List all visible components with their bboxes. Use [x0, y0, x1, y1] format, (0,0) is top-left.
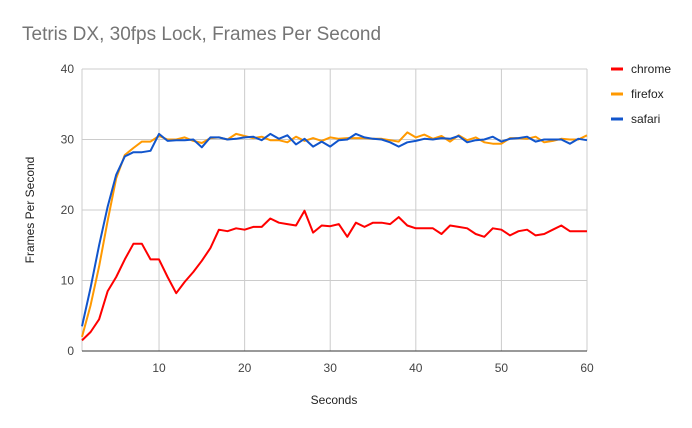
legend: chrome firefox safari: [611, 62, 671, 126]
series-line-safari: [81, 132, 588, 327]
legend-label-firefox: firefox: [631, 87, 664, 101]
legend-label-safari: safari: [631, 112, 660, 126]
series-line-chrome: [81, 209, 587, 342]
y-tick-label: 0: [67, 344, 74, 358]
x-tick-label: 20: [238, 361, 252, 375]
x-axis-ticks: 10 20 30 40 50 60: [152, 361, 594, 375]
y-axis-label: Frames Per Second: [23, 157, 37, 264]
chart-title: Tetris DX, 30fps Lock, Frames Per Second: [22, 24, 381, 45]
y-tick-label: 30: [61, 133, 75, 147]
y-tick-label: 10: [61, 274, 75, 288]
x-tick-label: 10: [152, 361, 166, 375]
x-tick-label: 50: [495, 361, 509, 375]
y-tick-label: 20: [61, 203, 75, 217]
y-tick-label: 40: [61, 62, 75, 76]
x-tick-label: 30: [324, 361, 338, 375]
gridlines: [81, 68, 588, 351]
series-lines: [81, 131, 588, 342]
x-axis-label: Seconds: [311, 393, 358, 407]
x-tick-label: 60: [580, 361, 594, 375]
legend-label-chrome: chrome: [631, 62, 671, 76]
x-tick-label: 40: [409, 361, 423, 375]
y-axis-ticks: 0 10 20 30 40: [61, 62, 75, 358]
